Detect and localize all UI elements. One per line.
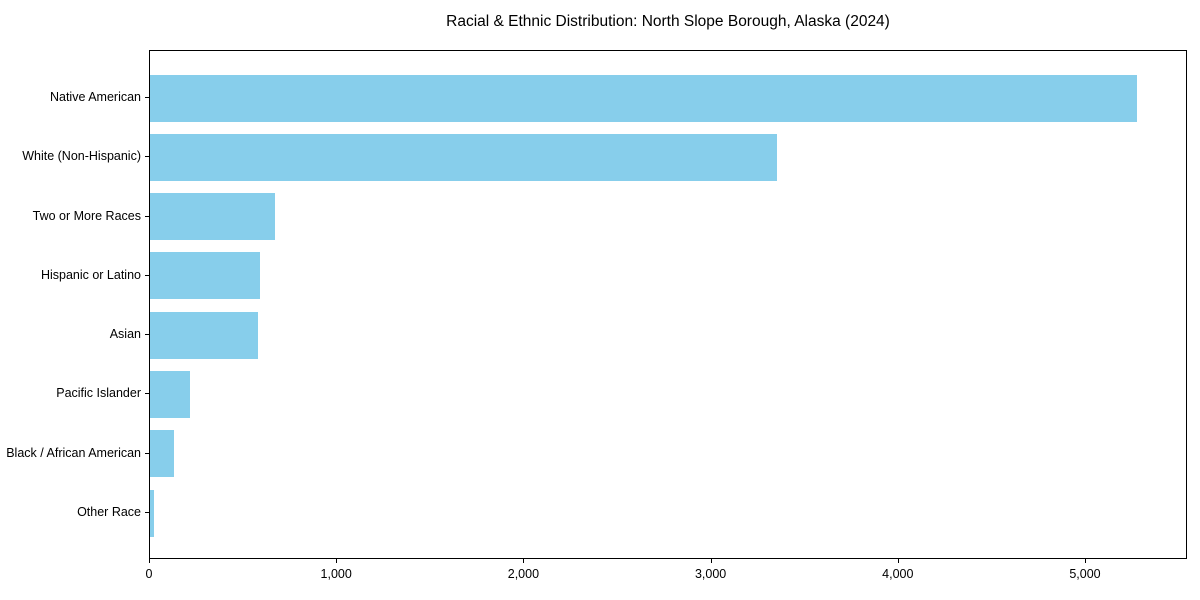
x-tick bbox=[523, 559, 525, 563]
y-axis-category-label: White (Non-Hispanic) bbox=[22, 149, 141, 164]
y-tick bbox=[145, 274, 149, 276]
x-tick bbox=[1084, 559, 1086, 563]
y-axis-category-label: Hispanic or Latino bbox=[40, 267, 141, 282]
y-axis-category-label: Asian bbox=[109, 327, 141, 342]
plot-area bbox=[149, 50, 1187, 559]
y-tick bbox=[145, 452, 149, 454]
x-axis-tick-label: 5,000 bbox=[1069, 567, 1101, 581]
bar bbox=[150, 489, 154, 537]
y-tick bbox=[145, 156, 149, 158]
y-axis-category-label: Black / African American bbox=[6, 445, 141, 460]
y-tick bbox=[145, 97, 149, 98]
y-axis-category-label: Pacific Islander bbox=[56, 386, 141, 401]
x-tick bbox=[710, 559, 712, 563]
bar bbox=[150, 133, 778, 181]
x-tick bbox=[336, 559, 338, 563]
y-tick bbox=[145, 215, 149, 217]
x-axis-tick-label: 0 bbox=[145, 567, 153, 581]
bar bbox=[150, 193, 276, 241]
y-tick bbox=[145, 512, 149, 513]
x-axis-tick-label: 4,000 bbox=[882, 567, 914, 581]
bar bbox=[150, 370, 191, 418]
y-tick bbox=[145, 334, 149, 336]
bar bbox=[150, 74, 1138, 122]
x-tick bbox=[149, 559, 150, 563]
x-axis-tick-label: 2,000 bbox=[507, 567, 540, 581]
chart-title: Racial & Ethnic Distribution: North Slop… bbox=[446, 13, 890, 30]
x-axis-tick-label: 1,000 bbox=[320, 567, 352, 581]
x-tick bbox=[897, 559, 899, 563]
bar bbox=[150, 311, 258, 359]
bar bbox=[150, 430, 175, 478]
y-tick bbox=[145, 393, 149, 395]
y-axis-category-label: Other Race bbox=[77, 505, 141, 519]
y-axis-category-label: Two or More Races bbox=[32, 208, 141, 223]
x-axis-tick-label: 3,000 bbox=[694, 567, 727, 581]
y-axis-category-label: Native American bbox=[49, 90, 141, 104]
bar bbox=[150, 252, 260, 300]
